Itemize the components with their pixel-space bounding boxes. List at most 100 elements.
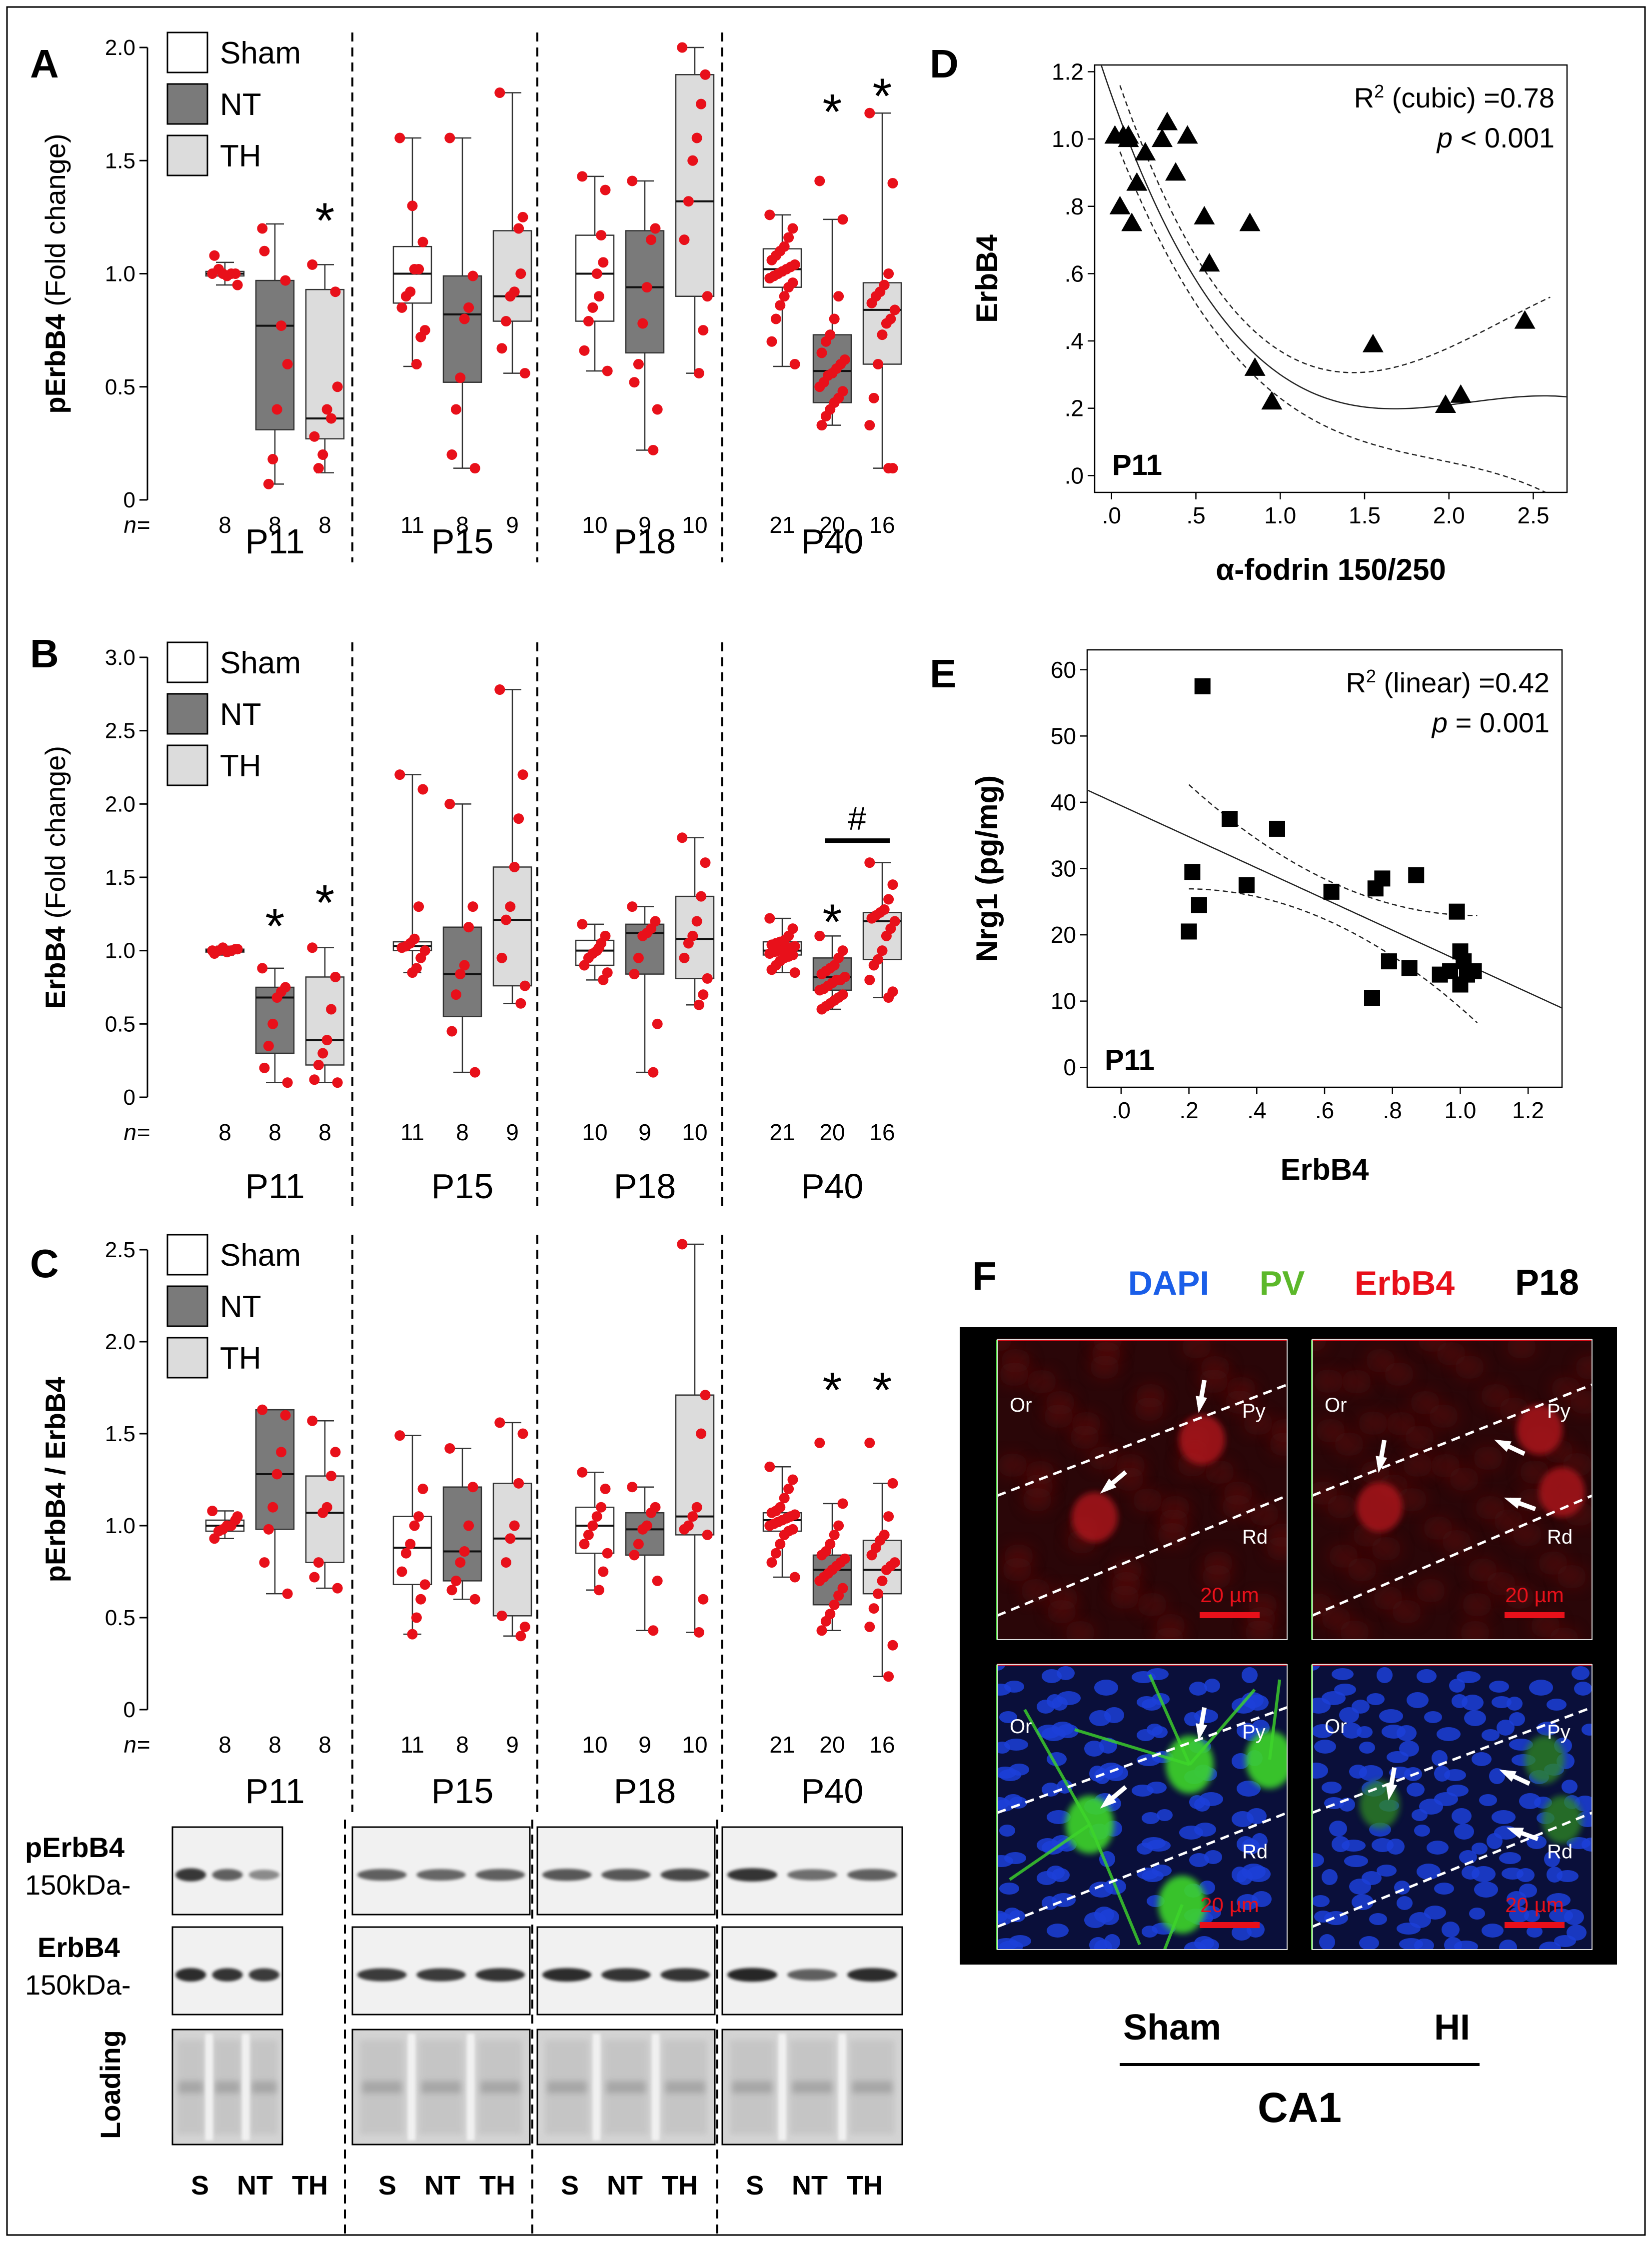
dapi-nucleus — [1047, 1810, 1071, 1824]
data-point — [446, 1026, 457, 1037]
data-point — [517, 769, 528, 780]
dapi-nucleus — [1499, 1940, 1517, 1950]
layer-label-rd: Rd — [1547, 1526, 1573, 1548]
dapi-nucleus — [1344, 1855, 1368, 1867]
dapi-nucleus — [1454, 1824, 1474, 1840]
significance-star: * — [315, 875, 335, 931]
y-tick-label: 20 — [1051, 922, 1076, 948]
arrow-head — [1499, 1769, 1517, 1782]
data-point — [415, 1594, 426, 1605]
panel-label-b: B — [30, 631, 59, 676]
lane-label-th: TH — [847, 2171, 883, 2201]
dapi-nucleus — [1332, 1668, 1354, 1680]
data-point — [417, 1483, 428, 1494]
box-p11-sham — [205, 942, 245, 959]
data-point — [505, 1533, 516, 1544]
data-point — [515, 998, 526, 1009]
arrow-head — [1506, 1827, 1524, 1839]
data-point — [463, 922, 474, 933]
y-tick-label: 0.5 — [105, 375, 135, 399]
data-point — [459, 313, 470, 324]
data-point — [650, 223, 661, 234]
dapi-nucleus — [1457, 1671, 1481, 1683]
n-count: 21 — [769, 1732, 795, 1758]
dapi-nucleus — [1492, 1696, 1512, 1708]
n-count: 8 — [268, 1732, 281, 1758]
blot-band — [248, 1968, 279, 1982]
box-p40-nt — [812, 175, 852, 431]
data-point-square — [1408, 867, 1425, 883]
data-point-square — [1181, 923, 1197, 940]
data-point — [600, 184, 611, 195]
data-point — [505, 291, 516, 302]
data-point — [637, 930, 648, 941]
dapi-nucleus — [1562, 1780, 1578, 1794]
data-point — [816, 347, 827, 358]
data-point — [881, 930, 892, 941]
dapi-nucleus — [1547, 1893, 1571, 1907]
loading-band — [421, 2081, 461, 2094]
lane-label-th: TH — [479, 2171, 515, 2201]
data-point — [207, 1506, 218, 1517]
significance-star: * — [873, 68, 892, 124]
red-haze — [1505, 1585, 1535, 1609]
data-point — [267, 454, 278, 465]
y-tick-label: 10 — [1051, 988, 1076, 1014]
loading-gap — [838, 2034, 846, 2141]
arrow-head — [1494, 1439, 1512, 1452]
dapi-nucleus — [1199, 1939, 1219, 1950]
y-axis-label: ErbB4 (Fold change) — [39, 746, 71, 1009]
box-p18-sham — [575, 919, 615, 985]
n-count: 9 — [638, 1119, 651, 1145]
loading-gap — [241, 2034, 250, 2141]
x-tick-label: .6 — [1315, 1097, 1334, 1123]
blot-band — [847, 1869, 897, 1881]
dapi-nucleus — [1359, 1765, 1383, 1781]
dapi-nucleus — [1009, 1935, 1031, 1947]
data-point — [889, 304, 900, 315]
red-haze — [1397, 1488, 1427, 1512]
box-p40-sham — [762, 209, 802, 369]
legend-swatch-nt — [166, 693, 208, 735]
box-p18-th — [675, 42, 715, 379]
red-haze — [1429, 1404, 1459, 1428]
dapi-nucleus — [1339, 1707, 1359, 1723]
data-point — [877, 329, 888, 340]
image-content — [997, 1340, 1287, 1640]
dapi-nucleus — [1104, 1934, 1120, 1950]
dapi-nucleus — [1387, 1751, 1409, 1763]
dapi-nucleus — [1357, 1726, 1373, 1738]
data-point — [317, 1507, 328, 1518]
legend-label-sham: Sham — [220, 36, 301, 70]
data-point — [883, 463, 894, 474]
red-haze — [999, 1362, 1029, 1386]
data-point — [444, 132, 455, 143]
dapi-nucleus — [1482, 1924, 1504, 1938]
dapi-nucleus — [1377, 1667, 1393, 1683]
dapi-nucleus — [1094, 1680, 1118, 1696]
dapi-nucleus — [1342, 1840, 1366, 1852]
data-point-square — [1269, 820, 1285, 837]
stain-dapi: DAPI — [1128, 1264, 1209, 1302]
data-point — [307, 259, 318, 270]
data-point-triangle — [1194, 205, 1215, 224]
dapi-nucleus — [1479, 1794, 1497, 1806]
red-haze — [1520, 1460, 1550, 1484]
data-point — [330, 286, 341, 297]
group-label-p18: P18 — [614, 1772, 676, 1811]
loading-band — [362, 2081, 402, 2094]
red-haze — [998, 1453, 1028, 1477]
data-point — [394, 769, 405, 780]
data-point — [779, 1493, 790, 1504]
data-point — [816, 1625, 827, 1636]
red-haze — [1549, 1627, 1579, 1640]
box-p15-nt — [442, 1443, 482, 1605]
data-point — [679, 952, 690, 963]
y-tick-label: 2.5 — [105, 719, 135, 743]
data-point — [396, 1566, 407, 1577]
data-point — [267, 1018, 278, 1029]
data-point — [494, 1417, 505, 1428]
data-point — [779, 291, 790, 302]
data-point — [267, 1502, 278, 1513]
y-tick-label: 40 — [1051, 789, 1076, 815]
